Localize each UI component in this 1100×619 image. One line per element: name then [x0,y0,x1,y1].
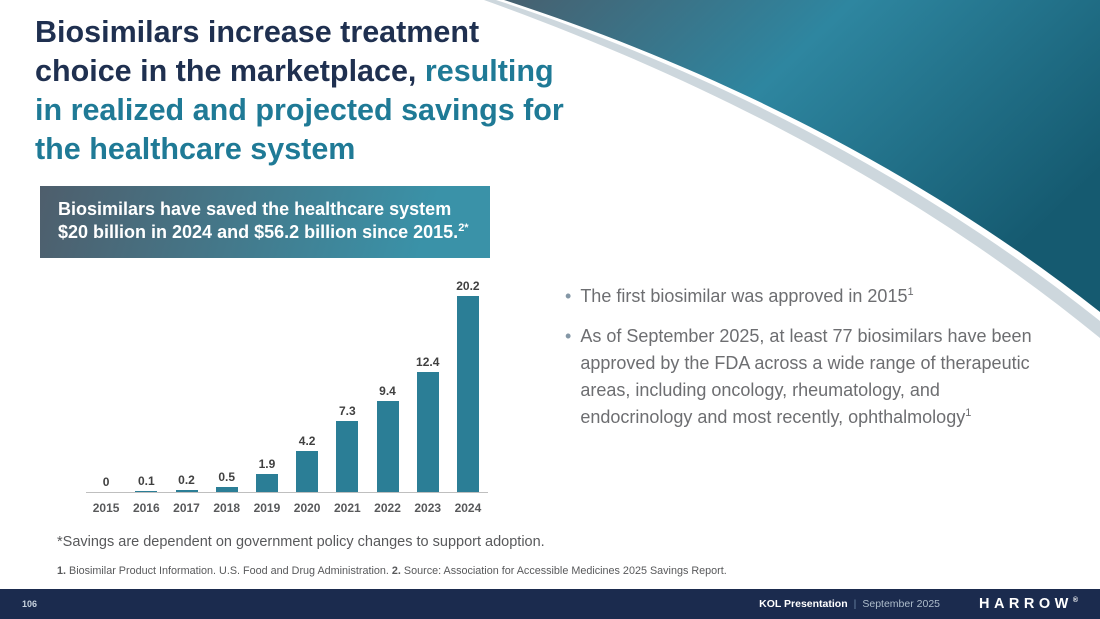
footer-meta: KOL Presentation | September 2025 [759,598,940,610]
bar-value-label: 0 [102,475,110,489]
references: 1. Biosimilar Product Information. U.S. … [57,565,727,577]
bar-value-label: 4.2 [298,434,316,448]
footer-date: September 2025 [862,598,940,610]
bar-value-label: 9.4 [379,384,396,398]
chart-column: 0.1 [126,474,166,492]
x-axis-label: 2023 [414,501,442,515]
chart-column: 20.2 [448,279,488,492]
chart-column: 0 [86,475,126,492]
bar [416,372,439,492]
callout-text: Biosimilars have saved the healthcare sy… [58,199,459,243]
bar-chart: 0 0.1 0.2 0.5 1.9 4.2 7.3 9.4 12.4 20.2 2015 2016 2… [86,278,488,515]
bar [296,451,319,492]
bullet-icon [565,283,571,310]
bullet-item: The first biosimilar was approved in 201… [565,283,1055,310]
reference-2-text: Source: Association for Accessible Medic… [403,565,727,577]
presentation-name: KOL Presentation [759,598,848,610]
x-axis-label: 2015 [92,501,120,515]
chart-plot: 0 0.1 0.2 0.5 1.9 4.2 7.3 9.4 12.4 20.2 [86,278,488,493]
bar [336,421,359,492]
chart-column: 0.2 [166,473,206,492]
footer-separator: | [853,598,857,610]
bar [135,491,158,492]
registered-mark: ® [1072,597,1078,605]
bar-value-label: 1.9 [258,457,276,471]
page-title: Biosimilars increase treatment choice in … [35,13,745,169]
chart-x-labels: 2015 2016 2017 2018 2019 2020 2021 2022 2023 2024 [86,501,488,515]
footer-bar: 106 KOL Presentation | September 2025 HARR… [0,589,1100,619]
chart-column: 4.2 [287,434,327,492]
reference-1-text: Biosimilar Product Information. U.S. Foo… [69,565,389,577]
callout-box: Biosimilars have saved the healthcare sy… [40,186,490,259]
bullet-icon [565,323,571,431]
bar [215,487,238,492]
bar-value-label: 12.4 [416,355,440,369]
chart-column: 1.9 [247,457,287,492]
bullet-text: The first biosimilar was approved in 201… [580,286,914,306]
x-axis-label: 2018 [213,501,241,515]
x-axis-label: 2021 [333,501,361,515]
title-dark-segment: Biosimilars increase treatment choice in … [35,15,480,88]
bar-value-label: 0.2 [178,473,195,487]
reference-2-label: 2. [391,565,401,577]
bar-value-label: 7.3 [338,404,356,418]
bar [175,490,198,492]
x-axis-label: 2024 [454,501,482,515]
bar-value-label: 20.2 [456,279,480,293]
bullet-list: The first biosimilar was approved in 201… [565,283,1055,444]
x-axis-label: 2022 [374,501,401,515]
bar-value-label: 0.5 [218,470,236,484]
bar [255,474,278,492]
callout-superscript: 2* [458,222,469,235]
bar [456,296,479,492]
bullet-text: As of September 2025, at least 77 biosim… [580,326,1032,427]
bullet-item: As of September 2025, at least 77 biosim… [565,323,1055,431]
chart-column: 7.3 [327,404,367,492]
chart-column: 0.5 [207,470,247,492]
x-axis-label: 2017 [173,501,200,515]
reference-1-label: 1. [57,565,67,577]
page-number: 106 [22,599,38,609]
bar [376,401,399,492]
harrow-logo: HARROW® [978,596,1078,612]
x-axis-label: 2020 [293,501,321,515]
chart-column: 9.4 [367,384,407,492]
title-teal-segment: in realized and projected savings for the… [35,93,564,166]
chart-column: 12.4 [408,355,448,492]
title-teal-segment-inline: resulting [424,54,554,88]
x-axis-label: 2016 [132,501,160,515]
footnote: *Savings are dependent on government pol… [57,534,545,550]
bar-value-label: 0.1 [137,474,155,488]
x-axis-label: 2019 [253,501,281,515]
